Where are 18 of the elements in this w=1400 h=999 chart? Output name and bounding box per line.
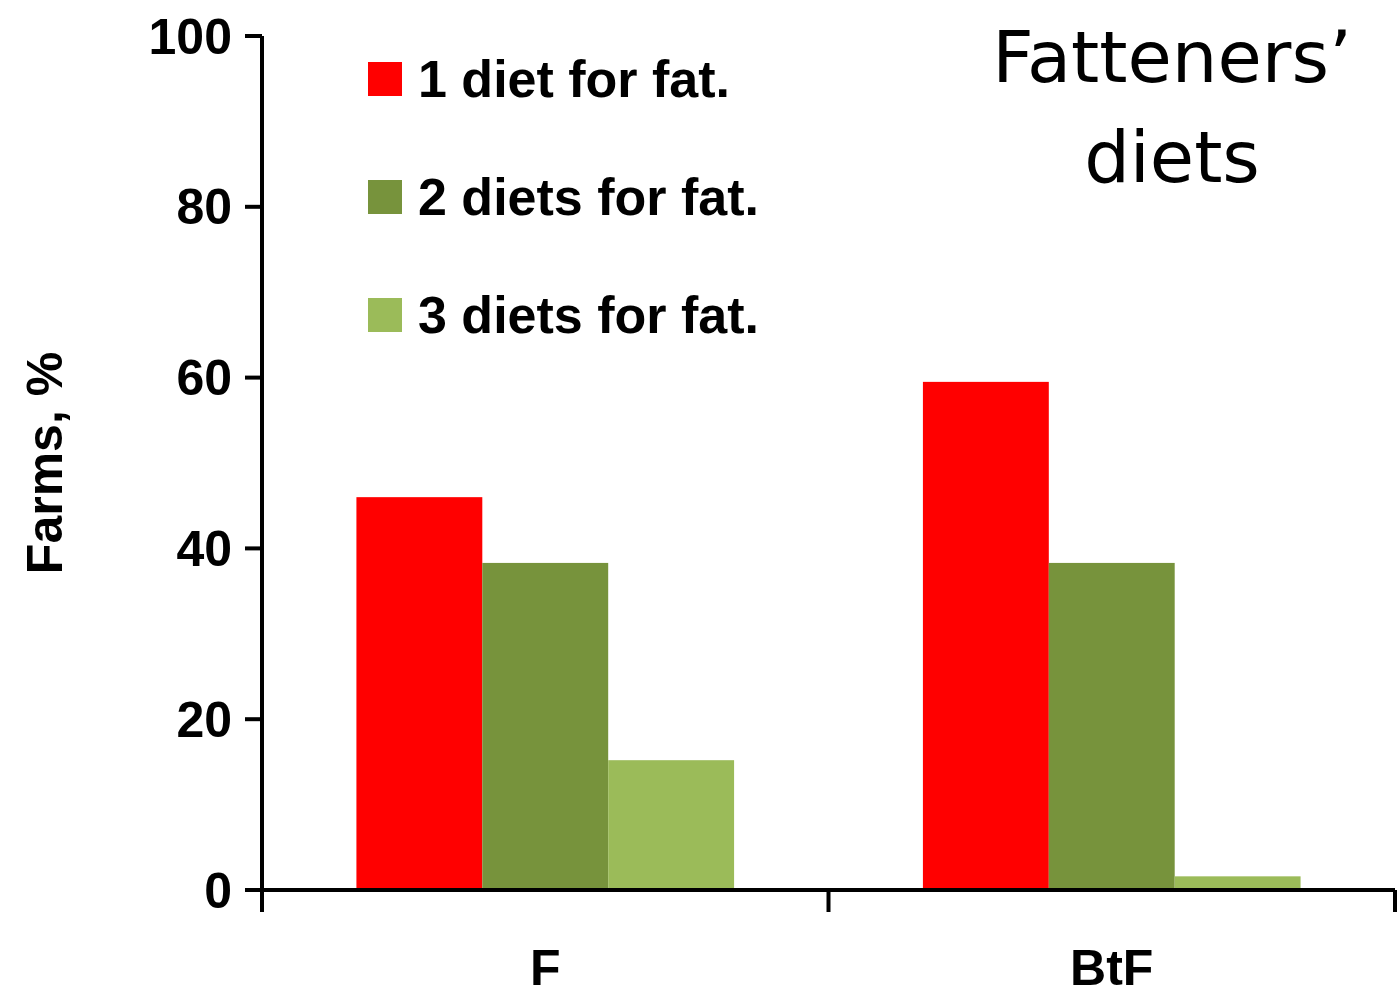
bar bbox=[356, 497, 483, 890]
legend-label: 1 diet for fat. bbox=[418, 50, 731, 109]
y-tick-label: 80 bbox=[176, 179, 232, 236]
bar bbox=[482, 562, 609, 890]
y-tick-label: 20 bbox=[176, 691, 232, 748]
chart-title: Fatteners’ diets bbox=[992, 15, 1352, 199]
bar bbox=[1048, 562, 1175, 890]
legend-label: 2 diets for fat. bbox=[418, 168, 759, 227]
y-tick-label: 60 bbox=[176, 350, 232, 407]
legend-label: 3 diets for fat. bbox=[418, 286, 759, 345]
y-axis-title: Farms, % bbox=[17, 351, 73, 575]
y-tick-label: 100 bbox=[148, 8, 232, 65]
y-tick-label: 0 bbox=[204, 862, 232, 919]
bar bbox=[608, 760, 735, 890]
bar bbox=[922, 381, 1049, 890]
x-tick-label: F bbox=[529, 940, 561, 996]
x-tick-label: BtF bbox=[1070, 940, 1154, 996]
y-tick-label: 40 bbox=[176, 520, 232, 577]
